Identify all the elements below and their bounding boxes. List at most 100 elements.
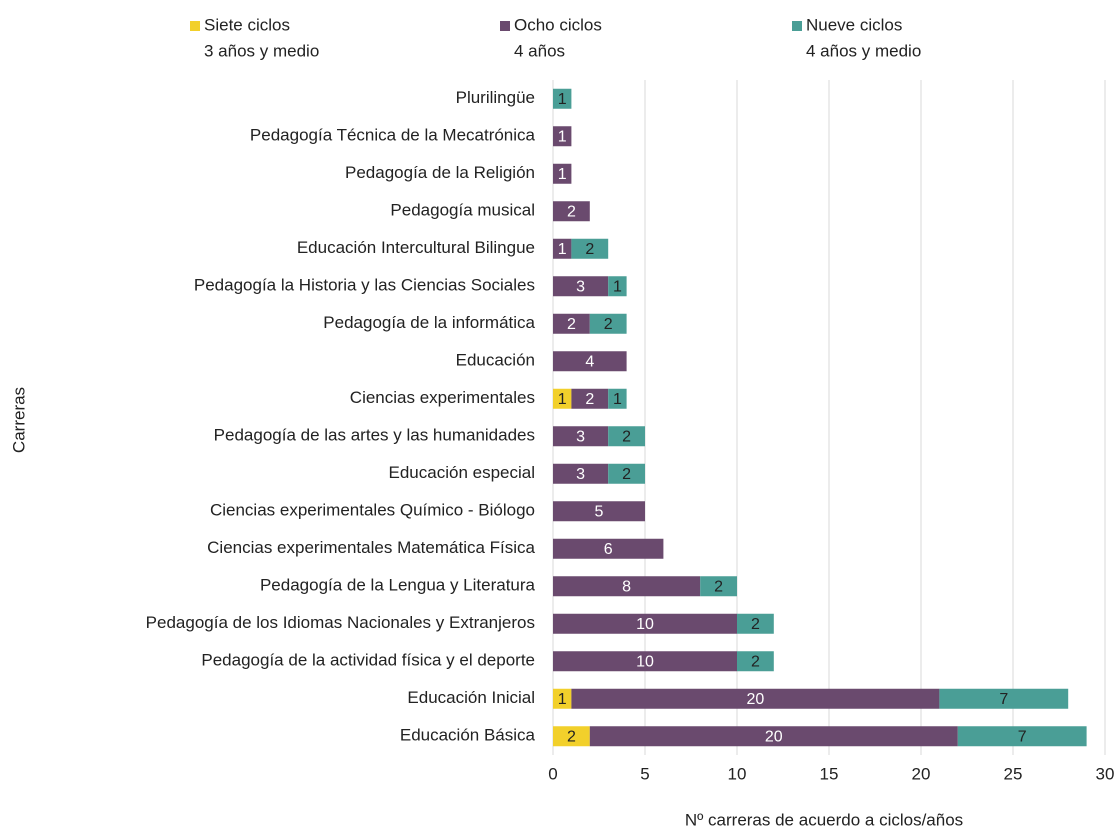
bar-segment xyxy=(553,613,737,634)
bar-segment xyxy=(553,463,609,484)
bar-value-label: 2 xyxy=(604,316,613,333)
bar-segment xyxy=(571,388,609,409)
legend-swatch xyxy=(792,21,802,31)
y-tick-label: Pedagogía de la Religión xyxy=(345,163,535,182)
bar-segment xyxy=(571,238,609,259)
y-tick-label: Educación Inicial xyxy=(407,688,535,707)
bar-value-label: 3 xyxy=(576,428,585,445)
bar-segment xyxy=(553,576,701,597)
bar-segment xyxy=(737,613,774,634)
y-tick-label: Educación Intercultural Bilingue xyxy=(297,238,535,257)
x-tick-label: 30 xyxy=(1096,764,1115,783)
y-tick-label: Pedagogía musical xyxy=(390,201,535,220)
bar-segment xyxy=(553,313,590,334)
bar-segment xyxy=(571,688,940,709)
bar-value-label: 7 xyxy=(999,691,1008,708)
x-tick-label: 15 xyxy=(820,764,839,783)
y-tick-label: Educación Básica xyxy=(400,726,536,745)
x-tick-label: 20 xyxy=(912,764,931,783)
bar-segment xyxy=(589,313,627,334)
y-tick-label: Pedagogía de las artes y las humanidades xyxy=(214,426,535,445)
bar-value-label: 5 xyxy=(595,503,604,520)
bar-value-label: 3 xyxy=(576,466,585,483)
bar-segment xyxy=(939,688,1069,709)
y-axis-label: Carreras xyxy=(9,387,28,453)
y-tick-label: Pedagogía de la Lengua y Literatura xyxy=(260,576,536,595)
bar-value-label: 2 xyxy=(585,391,594,408)
bar-value-label: 10 xyxy=(636,616,654,633)
bar-value-label: 2 xyxy=(622,466,631,483)
bar-segment xyxy=(553,426,609,447)
bar-segment xyxy=(553,276,609,297)
bar-segment xyxy=(737,651,774,672)
bar-segment xyxy=(608,388,627,409)
bar-segment xyxy=(553,201,590,222)
bar-segment xyxy=(553,351,627,372)
bar-value-label: 2 xyxy=(622,428,631,445)
bar-value-label: 1 xyxy=(558,391,567,408)
bar-value-label: 2 xyxy=(751,653,760,670)
bar-value-label: 10 xyxy=(636,653,654,670)
bar-segment xyxy=(957,726,1087,747)
bar-value-label: 20 xyxy=(747,691,765,708)
legend-sublabel: 4 años y medio xyxy=(806,41,921,60)
bar-value-label: 2 xyxy=(567,728,576,745)
y-tick-label: Ciencias experimentales Químico - Biólog… xyxy=(210,501,535,520)
x-tick-label: 10 xyxy=(728,764,747,783)
y-tick-label: Educación especial xyxy=(389,463,535,482)
bar-value-label: 1 xyxy=(558,91,567,108)
legend-label: Siete ciclos xyxy=(204,15,290,34)
bar-value-label: 2 xyxy=(585,241,594,258)
legend-swatch xyxy=(500,21,510,31)
y-tick-label: Ciencias experimentales Matemática Físic… xyxy=(207,538,535,557)
y-tick-label: Pedagogía la Historia y las Ciencias Soc… xyxy=(194,276,535,295)
x-tick-label: 0 xyxy=(548,764,557,783)
bar-value-label: 2 xyxy=(714,578,723,595)
bar-segment xyxy=(553,688,572,709)
bar-value-label: 2 xyxy=(567,316,576,333)
bar-value-label: 20 xyxy=(765,728,783,745)
legend-label: Ocho ciclos xyxy=(514,15,602,34)
bar-segment xyxy=(553,388,572,409)
bar-segment xyxy=(553,163,572,184)
bar-value-label: 1 xyxy=(558,691,567,708)
bar-value-label: 7 xyxy=(1018,728,1027,745)
bar-segment xyxy=(553,651,737,672)
bar-segment xyxy=(608,276,627,297)
legend-sublabel: 4 años xyxy=(514,41,565,60)
bar-segment xyxy=(553,501,645,522)
bar-segment xyxy=(553,88,572,109)
y-tick-label: Pedagogía de la actividad física y el de… xyxy=(201,651,535,670)
x-tick-label: 25 xyxy=(1004,764,1023,783)
bar-value-label: 1 xyxy=(558,128,567,145)
bar-value-label: 2 xyxy=(751,616,760,633)
bar-segment xyxy=(608,463,645,484)
bar-segment xyxy=(589,726,958,747)
legend-sublabel: 3 años y medio xyxy=(204,41,319,60)
bar-segment xyxy=(608,426,645,447)
y-tick-label: Pedagogía de la informática xyxy=(323,313,535,332)
y-tick-label: Pedagogía Técnica de la Mecatrónica xyxy=(250,126,536,145)
x-axis-label: Nº carreras de acuerdo a ciclos/años xyxy=(685,810,963,829)
bar-value-label: 3 xyxy=(576,278,585,295)
bar-value-label: 1 xyxy=(558,166,567,183)
bar-value-label: 1 xyxy=(558,241,567,258)
bar-value-label: 2 xyxy=(567,203,576,220)
y-tick-label: Pedagogía de los Idiomas Nacionales y Ex… xyxy=(146,613,535,632)
bar-value-label: 4 xyxy=(585,353,594,370)
bar-value-label: 1 xyxy=(613,278,622,295)
bar-segment xyxy=(553,126,572,147)
bar-segment xyxy=(700,576,737,597)
bar-segment xyxy=(553,726,590,747)
bar-segment xyxy=(553,238,572,259)
y-tick-label: Educación xyxy=(456,351,535,370)
bar-value-label: 1 xyxy=(613,391,622,408)
bar-value-label: 6 xyxy=(604,541,613,558)
x-tick-label: 5 xyxy=(640,764,649,783)
legend-label: Nueve ciclos xyxy=(806,15,902,34)
legend-swatch xyxy=(190,21,200,31)
y-tick-label: Plurilingüe xyxy=(456,88,535,107)
bar-value-label: 8 xyxy=(622,578,631,595)
y-tick-label: Ciencias experimentales xyxy=(350,388,535,407)
